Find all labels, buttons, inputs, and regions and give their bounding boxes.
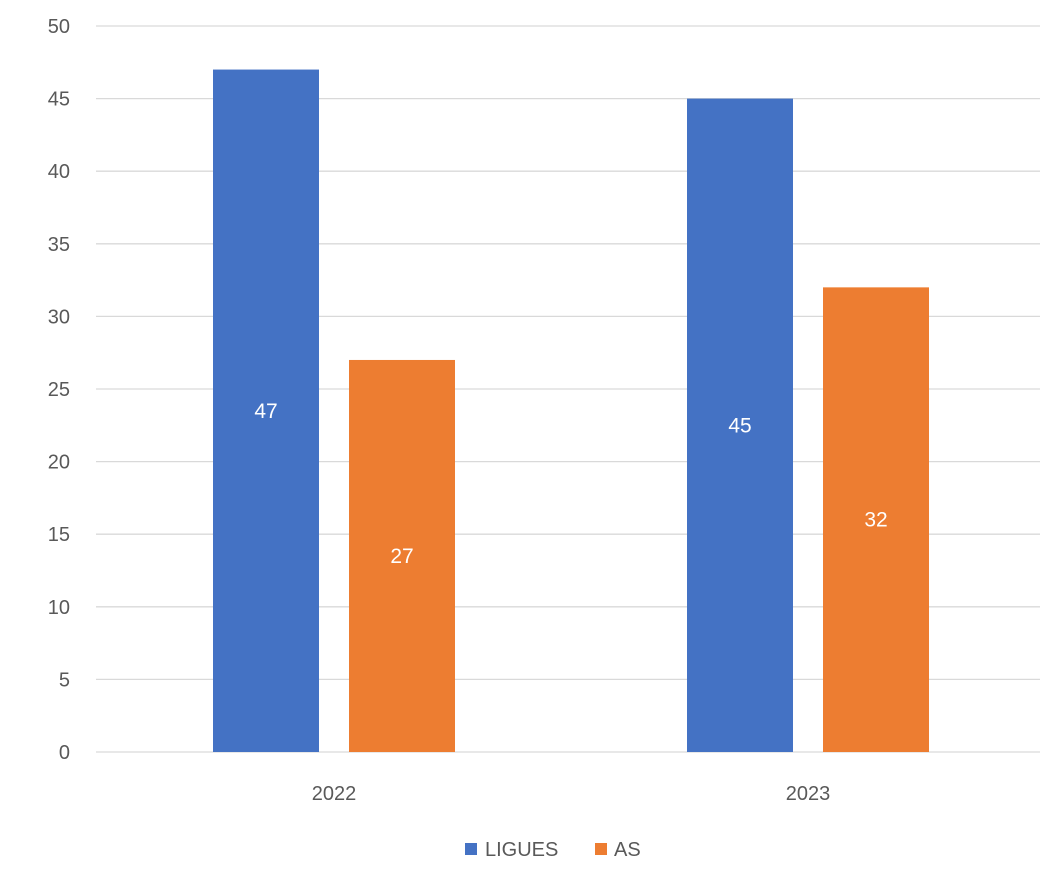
bars (213, 69, 929, 753)
y-tick-label: 25 (48, 379, 70, 401)
y-tick-label: 45 (48, 89, 70, 111)
legend: LIGUES AS (465, 839, 641, 861)
y-tick-label: 30 (48, 306, 70, 328)
x-tick-label: 2022 (312, 783, 357, 805)
data-label-ligues-2023: 45 (728, 414, 751, 437)
bar-as-2023 (823, 287, 929, 752)
y-tick-label: 35 (48, 234, 70, 256)
y-tick-label: 5 (59, 669, 70, 691)
bar-ligues-2022 (213, 69, 319, 752)
y-tick-label: 40 (48, 161, 70, 183)
legend-label-as: AS (614, 839, 641, 861)
bar-as-2022 (349, 359, 455, 752)
y-tick-label: 50 (48, 16, 70, 38)
bar-ligues-2023 (687, 98, 793, 753)
y-tick-label: 15 (48, 524, 70, 546)
legend-label-ligues: LIGUES (485, 839, 558, 861)
y-tick-label: 0 (59, 742, 70, 764)
data-labels: 47 27 45 32 (254, 400, 887, 568)
data-label-as-2023: 32 (864, 509, 887, 532)
x-axis-tick-labels: 2022 2023 (312, 783, 831, 805)
data-label-ligues-2022: 47 (254, 400, 277, 423)
legend-swatch-as (595, 843, 607, 855)
data-label-as-2022: 27 (390, 545, 413, 568)
y-tick-label: 20 (48, 452, 70, 474)
y-tick-label: 10 (48, 597, 70, 619)
x-tick-label: 2023 (786, 783, 831, 805)
legend-swatch-ligues (465, 843, 477, 855)
y-axis-tick-labels: 0 5 10 15 20 25 30 35 40 45 50 (48, 16, 70, 764)
